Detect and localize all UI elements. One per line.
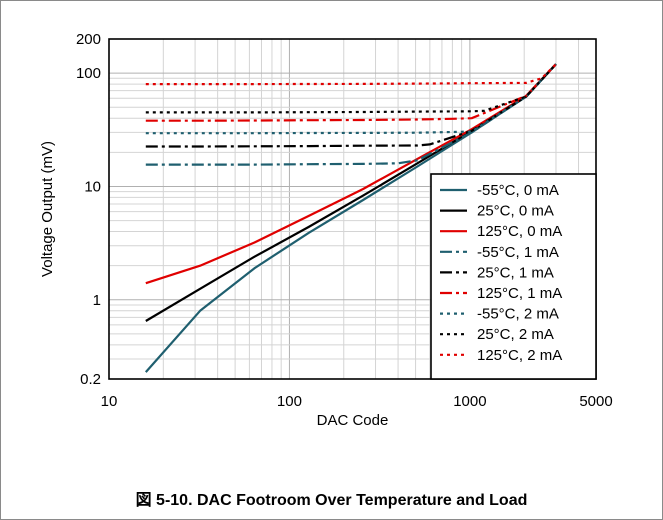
legend-label: 25°C, 1 mA [477,264,554,281]
series-line [145,63,557,166]
x-axis-label: DAC Code [317,412,389,429]
series-line [145,63,557,148]
legend-label: 125°C, 2 mA [477,347,562,364]
series-line [145,63,557,114]
legend-label: 25°C, 0 mA [477,203,554,220]
x-tick-label: 10 [101,393,118,410]
y-tick-label: 10 [84,178,101,195]
legend-box [430,173,597,380]
y-tick-label: 1 [93,292,101,309]
series-line [145,63,557,86]
y-axis-label: Voltage Output (mV) [39,141,56,277]
series-lines [144,63,557,373]
legend-label: -55°C, 1 mA [477,244,559,261]
y-tick-label: 0.2 [80,371,101,388]
legend-label: 125°C, 0 mA [477,223,562,240]
series-line [145,63,557,135]
legend-label: -55°C, 2 mA [477,306,559,323]
x-tick-label: 5000 [579,393,612,410]
y-tick-label: 100 [76,65,101,82]
axis-ticks: 10 100 1000 5000 0.2 1 10 100 200 [76,31,613,410]
legend-label: 125°C, 1 mA [477,285,562,302]
y-tick-label: 200 [76,31,101,48]
figure-caption: 図 5-10. DAC Footroom Over Temperature an… [135,492,528,509]
series-line [145,63,557,122]
legend-label: 25°C, 2 mA [477,326,554,343]
legend: -55°C, 0 mA 25°C, 0 mA 125°C, 0 mA -55°C, 1… [430,173,597,380]
legend-label: -55°C, 0 mA [477,182,559,199]
x-tick-label: 1000 [453,393,486,410]
x-tick-label: 100 [277,393,302,410]
